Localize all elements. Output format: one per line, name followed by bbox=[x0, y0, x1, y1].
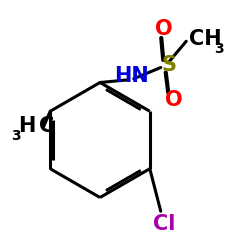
Text: Cl: Cl bbox=[152, 214, 175, 234]
Text: H: H bbox=[18, 116, 35, 136]
Text: 3: 3 bbox=[214, 42, 224, 56]
Text: O: O bbox=[165, 90, 182, 110]
Text: C: C bbox=[39, 116, 54, 136]
Text: CH: CH bbox=[189, 29, 222, 49]
Text: 3: 3 bbox=[12, 129, 21, 143]
Text: HN: HN bbox=[114, 66, 148, 86]
Text: S: S bbox=[161, 55, 176, 75]
Text: O: O bbox=[155, 19, 172, 39]
